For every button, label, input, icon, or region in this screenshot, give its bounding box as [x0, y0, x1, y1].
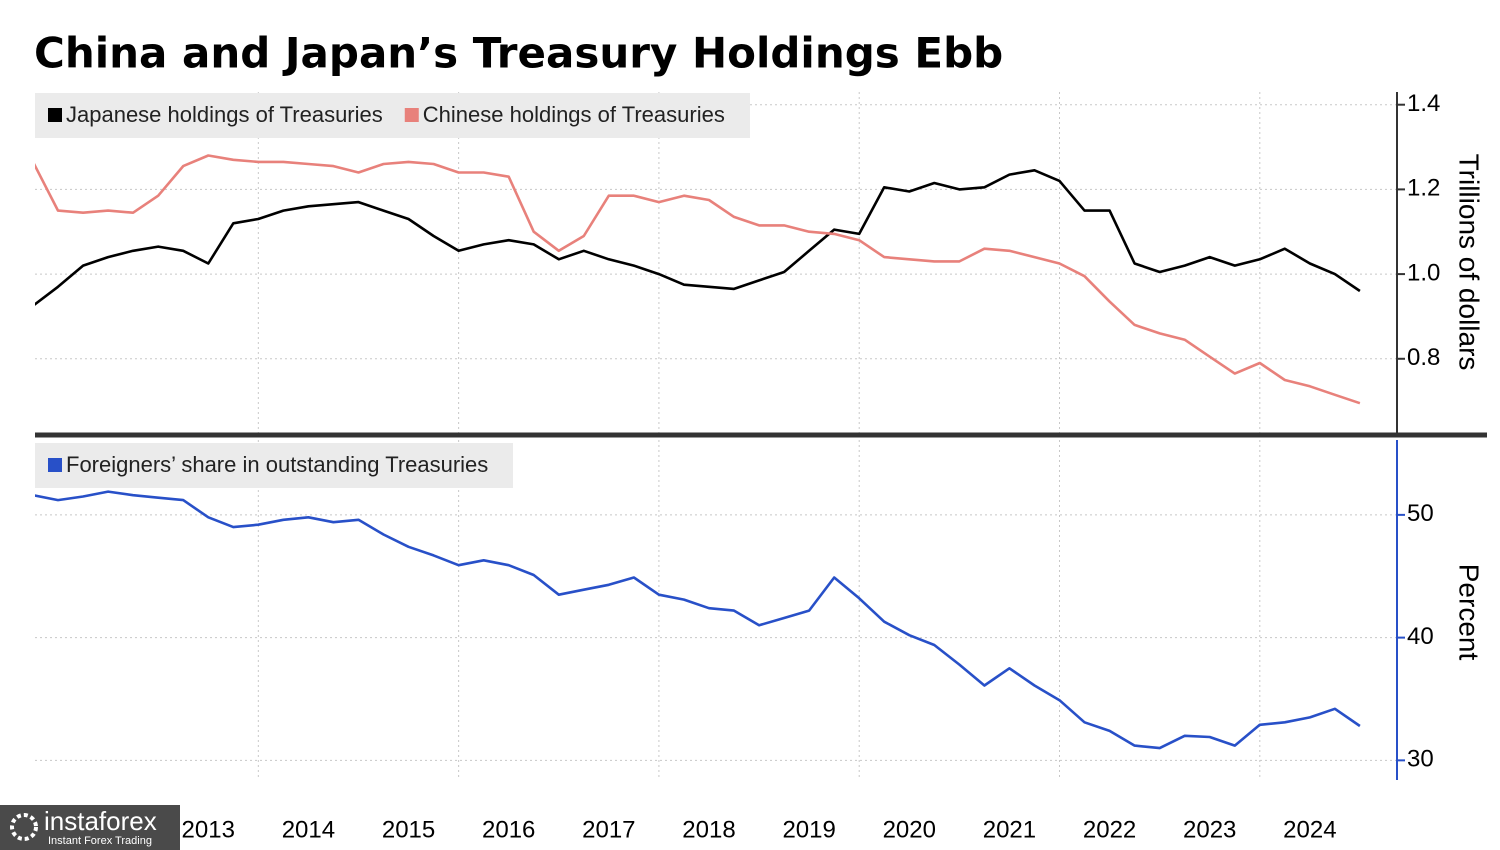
- chart-title: China and Japan’s Treasury Holdings Ebb: [34, 29, 1003, 78]
- x-tick-label: 2018: [682, 816, 735, 843]
- x-tick-label: 2024: [1283, 816, 1336, 843]
- y-tick-label: 30: [1407, 746, 1434, 773]
- x-tick-label: 2020: [883, 816, 936, 843]
- lines: [35, 154, 1361, 750]
- y-axis-title: Percent: [1454, 564, 1485, 661]
- y-tick-label: 1.2: [1407, 175, 1440, 202]
- x-tick-label: 2021: [983, 816, 1036, 843]
- watermark-box: [0, 805, 180, 850]
- x-tick-label: 2014: [282, 816, 335, 843]
- legend-top: [35, 93, 750, 138]
- legend-label: Foreigners’ share in outstanding Treasur…: [66, 452, 488, 477]
- legend-label: Chinese holdings of Treasuries: [423, 102, 725, 127]
- line-series: [35, 154, 1361, 405]
- y-axis-title: Trillions of dollars: [1454, 154, 1485, 371]
- x-tick-label: 2022: [1083, 816, 1136, 843]
- axes: 0.8 1.0 1.2 1.4 Japanese holdings of Treasur…: [48, 90, 1440, 843]
- line-series: [35, 490, 1361, 750]
- legend-swatch: [404, 108, 419, 122]
- x-tick-label: 2016: [482, 816, 535, 843]
- x-tick-label: 2017: [582, 816, 635, 843]
- y-tick-label: 50: [1407, 500, 1434, 527]
- legend-bottom: [35, 443, 513, 488]
- y-tick-label: 1.0: [1407, 259, 1440, 286]
- legend-swatch: [48, 458, 62, 472]
- watermark-logo: [10, 813, 38, 841]
- grid-bottom: [35, 440, 1397, 780]
- x-tick-label: 2019: [782, 816, 835, 843]
- y-tick-label: 0.8: [1407, 344, 1440, 371]
- line-series: [35, 169, 1361, 306]
- x-tick-label: 2015: [382, 816, 435, 843]
- watermark-tagline: Instant Forex Trading: [48, 835, 152, 847]
- x-tick-label: 2013: [182, 816, 235, 843]
- y-tick-label: 40: [1407, 623, 1434, 650]
- legend-label: Japanese holdings of Treasuries: [66, 102, 383, 127]
- y-tick-label: 1.4: [1407, 90, 1440, 117]
- watermark-brand: instaforex: [44, 806, 157, 836]
- legend-swatch: [48, 108, 62, 122]
- x-tick-label: 2023: [1183, 816, 1236, 843]
